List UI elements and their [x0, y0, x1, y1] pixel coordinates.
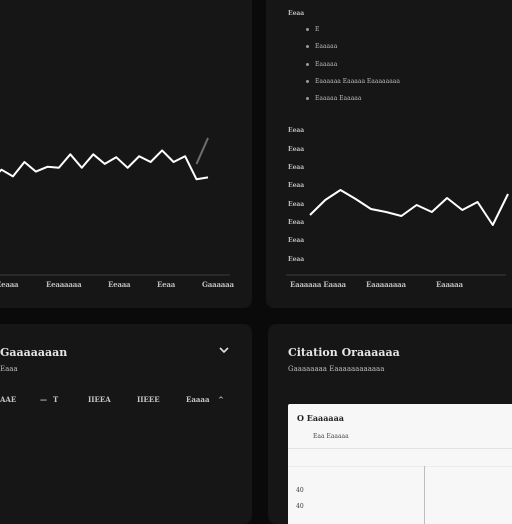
x-tick-label: Eeaa [157, 280, 176, 289]
menu-item-label: Eaaaaa Eaaaaa [315, 95, 362, 102]
menu-item-label: Eaaaaaa Eaaaaa Eaaaaaaaa [315, 78, 400, 85]
row-value: T [53, 395, 59, 404]
bullet-icon [306, 63, 309, 66]
menu-item[interactable]: Eaaaaa [306, 43, 337, 50]
x-tick-label: Eaaaaa [436, 280, 463, 289]
divider [288, 466, 512, 467]
section-subtitle: Eaaa [0, 365, 18, 373]
menu-title: Eeaa [288, 10, 305, 17]
chart-panel-left: Eeaaa Eeaaaaaa Eeaaa Eeaa Gaaaaaa [0, 0, 252, 308]
y-tick-label: Eeaa [288, 237, 305, 244]
section-subtitle: Gaaaaaaaa Eaaaaaaaaaaaa [288, 365, 385, 373]
divider [424, 466, 425, 524]
row-value: AAE [0, 395, 17, 404]
chevron-down-icon[interactable] [218, 344, 230, 356]
line-chart-right [286, 189, 509, 276]
row-value: Eaaaa [186, 395, 210, 404]
x-tick-label: Eaaaaaa Eaaaa [290, 280, 346, 289]
bullet-icon [306, 80, 309, 83]
expand-panel: Gaaaaaaan Eaaa AAE — T IIEEA IIEEE Eaaaa… [0, 324, 252, 524]
y-tick-label: Eeaa [288, 182, 305, 189]
bullet-icon [306, 45, 309, 48]
preview-card[interactable]: O Eaaaaaa Eaa Eaaaaa 40 40 [288, 404, 512, 524]
citation-panel: Citation Oraaaaaa Gaaaaaaaa Eaaaaaaaaaaa… [268, 324, 512, 524]
card-title: O Eaaaaaa [297, 413, 344, 423]
series-line [309, 189, 509, 226]
bullet-icon [306, 97, 309, 100]
x-tick-label: Gaaaaaa [202, 280, 234, 289]
row-value: — [40, 395, 47, 404]
section-title: Gaaaaaaan [0, 346, 68, 359]
chart-panel-right: Eeaa E Eaaaaa Eaaaaa Eaaaaaa Eaaaaa Eaaa… [266, 0, 512, 308]
x-tick-label: Eaaaaaaaa [366, 280, 406, 289]
menu-item-label: E [315, 26, 320, 33]
y-tick-label: Eeaa [288, 219, 305, 226]
y-tick-label: Eeaa [288, 201, 305, 208]
x-tick-label: Eeaaaaaa [46, 280, 82, 289]
y-tick-label: Eeaa [288, 146, 305, 153]
divider [288, 448, 512, 449]
caret-up-icon[interactable]: ^ [218, 395, 224, 404]
y-tick-label: 40 [296, 487, 304, 494]
bullet-icon [306, 28, 309, 31]
row-value: IIEEE [137, 395, 160, 404]
menu-item-label: Eaaaaa [315, 43, 338, 50]
row-value: IIEEA [88, 395, 111, 404]
line-chart-left [0, 137, 230, 276]
menu-item[interactable]: Eaaaaa [306, 61, 337, 68]
series-line-faded [195, 137, 209, 165]
menu-item[interactable]: E [306, 26, 319, 33]
y-tick-label: Eeaa [288, 164, 305, 171]
x-tick-label: Eeaaa [108, 280, 131, 289]
menu-item[interactable]: Eaaaaa Eaaaaa [306, 95, 361, 102]
card-legend: Eaa Eaaaaa [313, 433, 349, 440]
x-tick-label: Eeaaa [0, 280, 19, 289]
menu-item-label: Eaaaaa [315, 61, 338, 68]
y-tick-label: Eeaa [288, 127, 305, 134]
series-line [0, 149, 209, 181]
section-title: Citation Oraaaaaa [288, 346, 400, 359]
menu-item[interactable]: Eaaaaaa Eaaaaa Eaaaaaaaa [306, 78, 400, 85]
y-tick-label: 40 [296, 503, 304, 510]
y-tick-label: Eeaa [288, 256, 305, 263]
